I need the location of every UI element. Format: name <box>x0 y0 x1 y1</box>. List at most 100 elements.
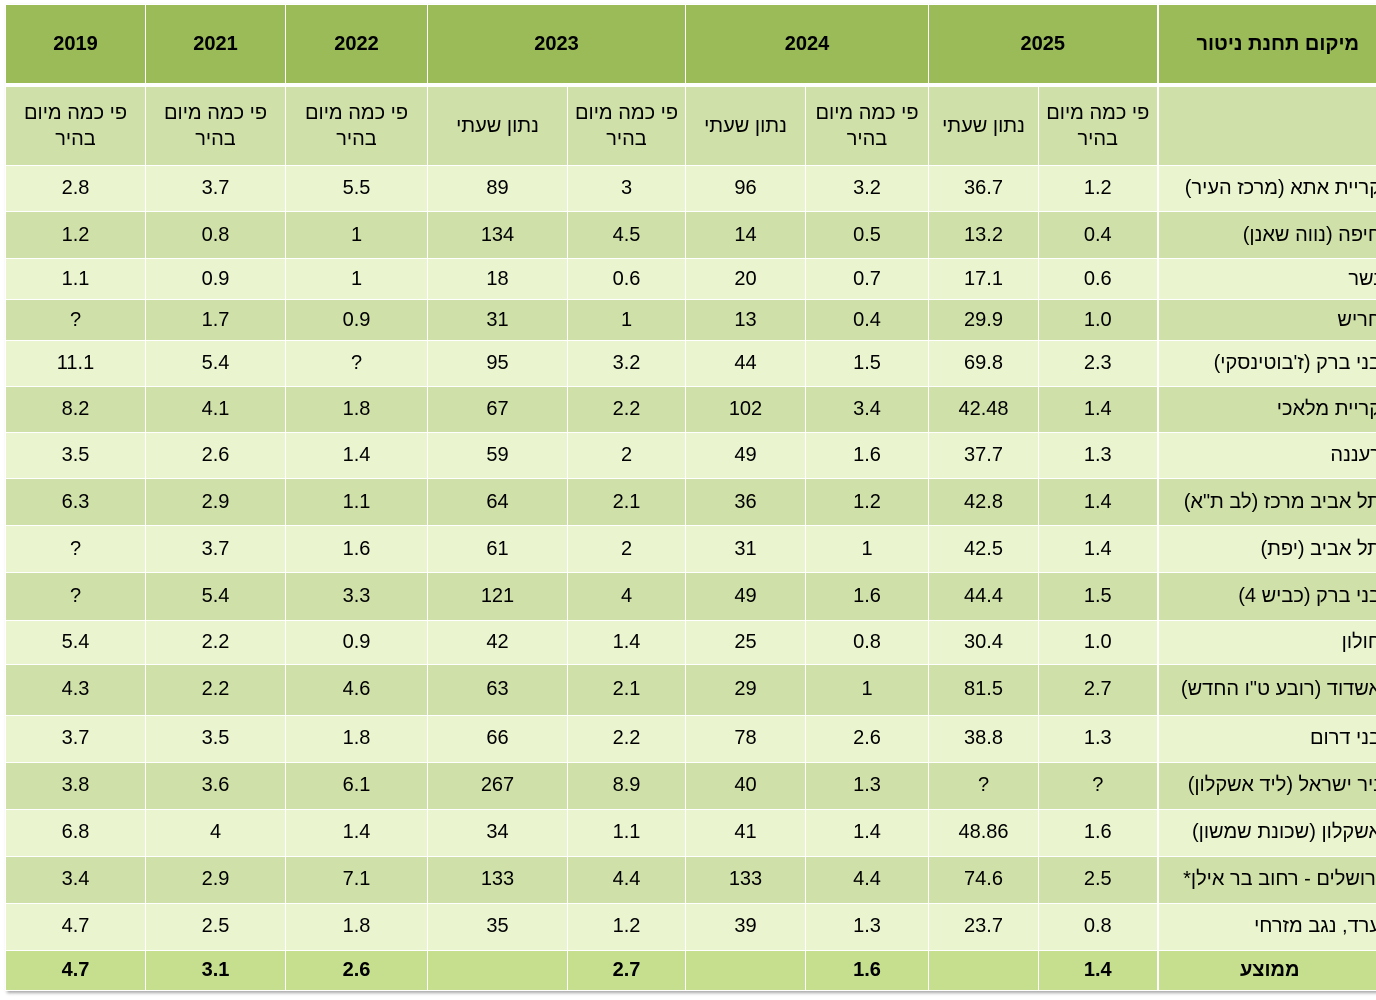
value-cell: 1 <box>285 211 428 260</box>
value-cell: 6.3 <box>5 478 146 527</box>
value-cell: 1 <box>285 258 428 301</box>
value-cell: 1.2 <box>805 478 929 527</box>
location-cell: בני ברק (ז'בוטינסקי) <box>1156 340 1376 388</box>
location-cell: קריית אתא (מרכז העיר) <box>1156 165 1376 213</box>
value-cell: 17.1 <box>928 258 1039 301</box>
value-cell: 4.4 <box>567 855 686 904</box>
value-cell: 0.9 <box>145 258 286 301</box>
value-cell: 29.9 <box>928 299 1039 342</box>
value-cell: 1.5 <box>805 340 929 388</box>
value-cell: 134 <box>427 211 568 260</box>
subheader-row: פי כמה מיום בהיר נתון שעתי פי כמה מיום ב… <box>5 84 1376 167</box>
year-header-row: מיקום תחנת ניטור 2025 2024 2023 2022 202… <box>5 4 1376 88</box>
year-header-2023: 2023 <box>427 4 686 88</box>
value-cell: 14 <box>685 211 806 260</box>
value-cell: 2.2 <box>145 619 286 665</box>
value-cell: 2.2 <box>567 714 686 763</box>
average-value-cell: 1.6 <box>805 949 929 992</box>
value-cell: 2.3 <box>1038 340 1158 388</box>
year-header-2025: 2025 <box>928 4 1158 88</box>
value-cell: 0.7 <box>805 258 929 301</box>
value-cell: 13.2 <box>928 211 1039 260</box>
value-cell: 35 <box>427 902 568 951</box>
value-cell: 63 <box>427 663 568 716</box>
value-cell: 4.3 <box>5 663 146 716</box>
value-cell: 133 <box>427 855 568 904</box>
value-cell: 78 <box>685 714 806 763</box>
value-cell: 59 <box>427 432 568 480</box>
value-cell: 6.8 <box>5 808 146 857</box>
value-cell: 1.3 <box>805 761 929 810</box>
value-cell: 1.8 <box>285 902 428 951</box>
table-row: תל אביב מרכז (לב ת"א) 1.4 42.8 1.2 36 2.1 64 1.… <box>5 478 1376 527</box>
year-header-2019: 2019 <box>5 4 146 88</box>
table-row: רעננה 1.3 37.7 1.6 49 2 59 1.4 2.6 3.5 <box>5 432 1376 480</box>
value-cell: 31 <box>685 525 806 574</box>
value-cell: 7.1 <box>285 855 428 904</box>
location-cell: ניר ישראל (ליד אשקלון) <box>1156 761 1376 810</box>
value-cell: 0.6 <box>567 258 686 301</box>
value-cell: 1.4 <box>1038 478 1158 527</box>
value-cell: 0.8 <box>145 211 286 260</box>
subheader-hourly: נתון שעתי <box>427 84 568 167</box>
location-cell: חולון <box>1156 619 1376 665</box>
value-cell: 11.1 <box>5 340 146 388</box>
value-cell: 0.8 <box>1038 902 1158 951</box>
value-cell: 1.4 <box>285 808 428 857</box>
year-header-2022: 2022 <box>285 4 428 88</box>
value-cell: 69.8 <box>928 340 1039 388</box>
value-cell: 3.7 <box>145 525 286 574</box>
value-cell: 0.6 <box>1038 258 1158 301</box>
value-cell: 42.8 <box>928 478 1039 527</box>
pollution-table: מיקום תחנת ניטור 2025 2024 2023 2022 20 2… <box>5 4 1376 992</box>
value-cell: 20 <box>685 258 806 301</box>
value-cell: 8.9 <box>567 761 686 810</box>
value-cell: 0.9 <box>285 619 428 665</box>
value-cell: ? <box>285 340 428 388</box>
table-row: בני ברק (ז'בוטינסקי) 2.3 69.8 1.5 44 3.2 95? 5.… <box>5 340 1376 388</box>
table-row: אשדוד (רובע ט"ו החדש) 2.7 81.5 1 29 2.1 63 4.6 2… <box>5 663 1376 716</box>
value-cell: 41 <box>685 808 806 857</box>
table-row: תל אביב (יפת) 1.4 42.5 1 31 2 61 1.6 3.7? <box>5 525 1376 574</box>
value-cell: ? <box>5 299 146 342</box>
value-cell: 1.2 <box>1038 165 1158 213</box>
value-cell: 74.6 <box>928 855 1039 904</box>
value-cell: 1.4 <box>1038 386 1158 434</box>
average-label: ממוצע <box>1156 949 1376 992</box>
value-cell: 2 <box>567 432 686 480</box>
value-cell: 67 <box>427 386 568 434</box>
value-cell: 81.5 <box>928 663 1039 716</box>
value-cell: 1.5 <box>1038 572 1158 621</box>
value-cell: 42.5 <box>928 525 1039 574</box>
value-cell: 44.4 <box>928 572 1039 621</box>
value-cell: 89 <box>427 165 568 213</box>
value-cell: 38.8 <box>928 714 1039 763</box>
year-header-2024: 2024 <box>685 4 929 88</box>
value-cell: 36 <box>685 478 806 527</box>
value-cell: 44 <box>685 340 806 388</box>
subheader-daily: פי כמה מיום בהיר <box>567 84 686 167</box>
table-row: בני דרום 1.3 38.8 2.6 78 2.2 66 1.8 3.5 3.7 <box>5 714 1376 763</box>
location-cell: רעננה <box>1156 432 1376 480</box>
value-cell: 66 <box>427 714 568 763</box>
value-cell: 1.1 <box>567 808 686 857</box>
value-cell: 5.5 <box>285 165 428 213</box>
value-cell: 3.2 <box>805 165 929 213</box>
value-cell: 2.9 <box>145 855 286 904</box>
value-cell: 1.8 <box>285 714 428 763</box>
location-header: מיקום תחנת ניטור <box>1156 4 1376 88</box>
average-value-cell: 2.7 <box>567 949 686 992</box>
value-cell: 31 <box>427 299 568 342</box>
value-cell: 2.7 <box>1038 663 1158 716</box>
average-value-cell: 3.1 <box>145 949 286 992</box>
value-cell: ? <box>1038 761 1158 810</box>
value-cell: 0.8 <box>805 619 929 665</box>
value-cell: 18 <box>427 258 568 301</box>
value-cell: 3.5 <box>5 432 146 480</box>
value-cell: 2.1 <box>567 478 686 527</box>
value-cell: 1.4 <box>567 619 686 665</box>
value-cell: 34 <box>427 808 568 857</box>
subheader-empty <box>1156 84 1376 167</box>
value-cell: 2.5 <box>145 902 286 951</box>
table-row: קריית אתא (מרכז העיר) 1.2 36.7 3.2 96 3 89 5.5 3… <box>5 165 1376 213</box>
